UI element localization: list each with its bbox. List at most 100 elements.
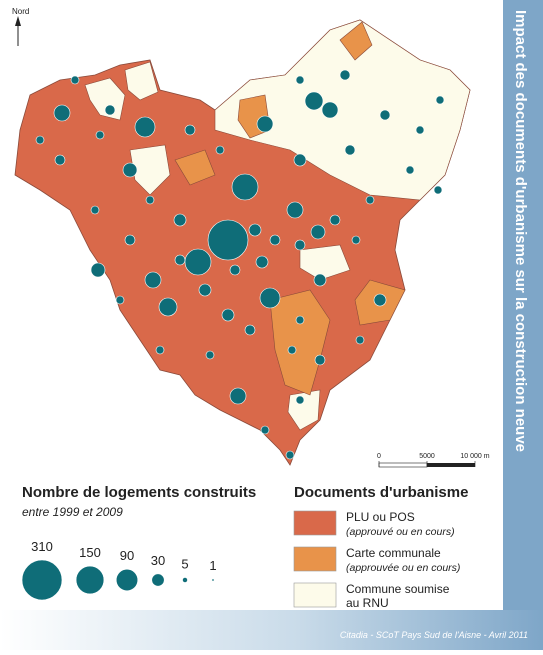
territory-cc bbox=[174, 149, 216, 186]
legend-swatch bbox=[293, 510, 337, 536]
doc-legend: PLU ou POS (approuvé ou en cours) Carte co… bbox=[293, 510, 460, 610]
legend-note: (approuvé ou en cours) bbox=[346, 526, 455, 538]
map-circle bbox=[70, 75, 80, 85]
size-circle bbox=[21, 559, 63, 601]
map-circle bbox=[295, 315, 305, 325]
size-circle bbox=[75, 565, 105, 595]
legend-label: Commune soumise bbox=[346, 582, 450, 596]
map-circle bbox=[173, 213, 187, 227]
map-circle bbox=[198, 283, 212, 297]
footer-band bbox=[0, 610, 543, 650]
map-circle bbox=[248, 223, 262, 237]
legend-note: au RNU bbox=[346, 596, 389, 610]
map-circle bbox=[351, 235, 361, 245]
size-label: 30 bbox=[151, 553, 165, 568]
territory-rnu bbox=[124, 61, 159, 101]
map-circle bbox=[155, 345, 165, 355]
map-circle bbox=[256, 115, 274, 133]
map-circle bbox=[207, 219, 249, 261]
map-circle bbox=[259, 287, 281, 309]
map-circle bbox=[295, 75, 305, 85]
map-circle bbox=[53, 104, 71, 122]
size-legend-subtitle: entre 1999 et 2009 bbox=[22, 505, 123, 519]
map-circle bbox=[365, 195, 375, 205]
north-label: Nord bbox=[12, 7, 29, 16]
map-circle bbox=[184, 124, 196, 136]
size-label: 90 bbox=[120, 548, 134, 563]
credit: Citadia - SCoT Pays Sud de l'Aisne - Avr… bbox=[340, 630, 528, 640]
map-circle bbox=[344, 144, 356, 156]
territory-cc bbox=[339, 21, 373, 61]
map-circle bbox=[314, 354, 326, 366]
size-legend-title: Nombre de logements construits bbox=[22, 484, 256, 501]
map-circle bbox=[355, 335, 365, 345]
map-circle bbox=[231, 173, 259, 201]
size-circle bbox=[211, 578, 215, 582]
legend-swatch bbox=[293, 546, 337, 572]
scale-label: 5000 bbox=[419, 453, 435, 460]
size-label: 5 bbox=[181, 556, 188, 571]
scale-label: 0 bbox=[377, 453, 381, 460]
map-circle bbox=[124, 234, 136, 246]
map-circle bbox=[269, 234, 281, 246]
map-circle bbox=[134, 116, 156, 138]
map-circle bbox=[54, 154, 66, 166]
map-circle bbox=[174, 254, 186, 266]
map-circle bbox=[285, 450, 295, 460]
map-circle bbox=[379, 109, 391, 121]
map-circle bbox=[95, 130, 105, 140]
scale-label: 10 000 m bbox=[460, 453, 489, 460]
size-label: 310 bbox=[31, 539, 53, 554]
map-circle bbox=[229, 387, 247, 405]
map-circle bbox=[405, 165, 415, 175]
map-circle bbox=[244, 324, 256, 336]
map-circle bbox=[90, 262, 106, 278]
map-circles bbox=[35, 69, 445, 460]
north-arrow-head bbox=[15, 16, 21, 26]
map-circle bbox=[90, 205, 100, 215]
scale-bar: 0 5000 10 000 m bbox=[377, 453, 490, 468]
size-circle bbox=[182, 577, 188, 583]
size-label: 150 bbox=[79, 545, 101, 560]
map-circle bbox=[435, 95, 445, 105]
size-circle bbox=[151, 573, 165, 587]
map-circle bbox=[294, 239, 306, 251]
territory-rnu bbox=[299, 244, 351, 281]
map-circle bbox=[286, 201, 304, 219]
map-circle bbox=[339, 69, 351, 81]
map-circle bbox=[115, 295, 125, 305]
map-circle bbox=[229, 264, 241, 276]
size-circle bbox=[115, 568, 139, 592]
map-circle bbox=[310, 224, 326, 240]
map-circle bbox=[293, 153, 307, 167]
map-circle bbox=[35, 135, 45, 145]
map-circle bbox=[255, 255, 269, 269]
territory-rnu bbox=[214, 19, 471, 201]
map-circle bbox=[304, 91, 324, 111]
doc-legend-title: Documents d'urbanisme bbox=[294, 484, 468, 501]
map-circle bbox=[295, 395, 305, 405]
map-circle bbox=[184, 248, 212, 276]
side-title: Impact des documents d'urbanisme sur la … bbox=[512, 10, 529, 452]
map-circle bbox=[260, 425, 270, 435]
legend-label: PLU ou POS bbox=[346, 510, 415, 524]
map-circle bbox=[373, 293, 387, 307]
map-circle bbox=[104, 104, 116, 116]
legend-note: (approuvée ou en cours) bbox=[346, 562, 460, 574]
size-legend: 310 150 90 30 5 1 bbox=[21, 539, 217, 601]
map-circle bbox=[158, 297, 178, 317]
map-circle bbox=[433, 185, 443, 195]
map-circle bbox=[215, 145, 225, 155]
legend-label: Carte communale bbox=[346, 546, 441, 560]
map-circle bbox=[221, 308, 235, 322]
territory-cc bbox=[269, 289, 331, 396]
map-circle bbox=[205, 350, 215, 360]
scale-bar-black bbox=[427, 463, 475, 467]
map-circle bbox=[145, 195, 155, 205]
map-circle bbox=[122, 162, 138, 178]
map-circle bbox=[313, 273, 327, 287]
map-circle bbox=[415, 125, 425, 135]
map-circle bbox=[144, 271, 162, 289]
size-label: 1 bbox=[209, 558, 216, 573]
